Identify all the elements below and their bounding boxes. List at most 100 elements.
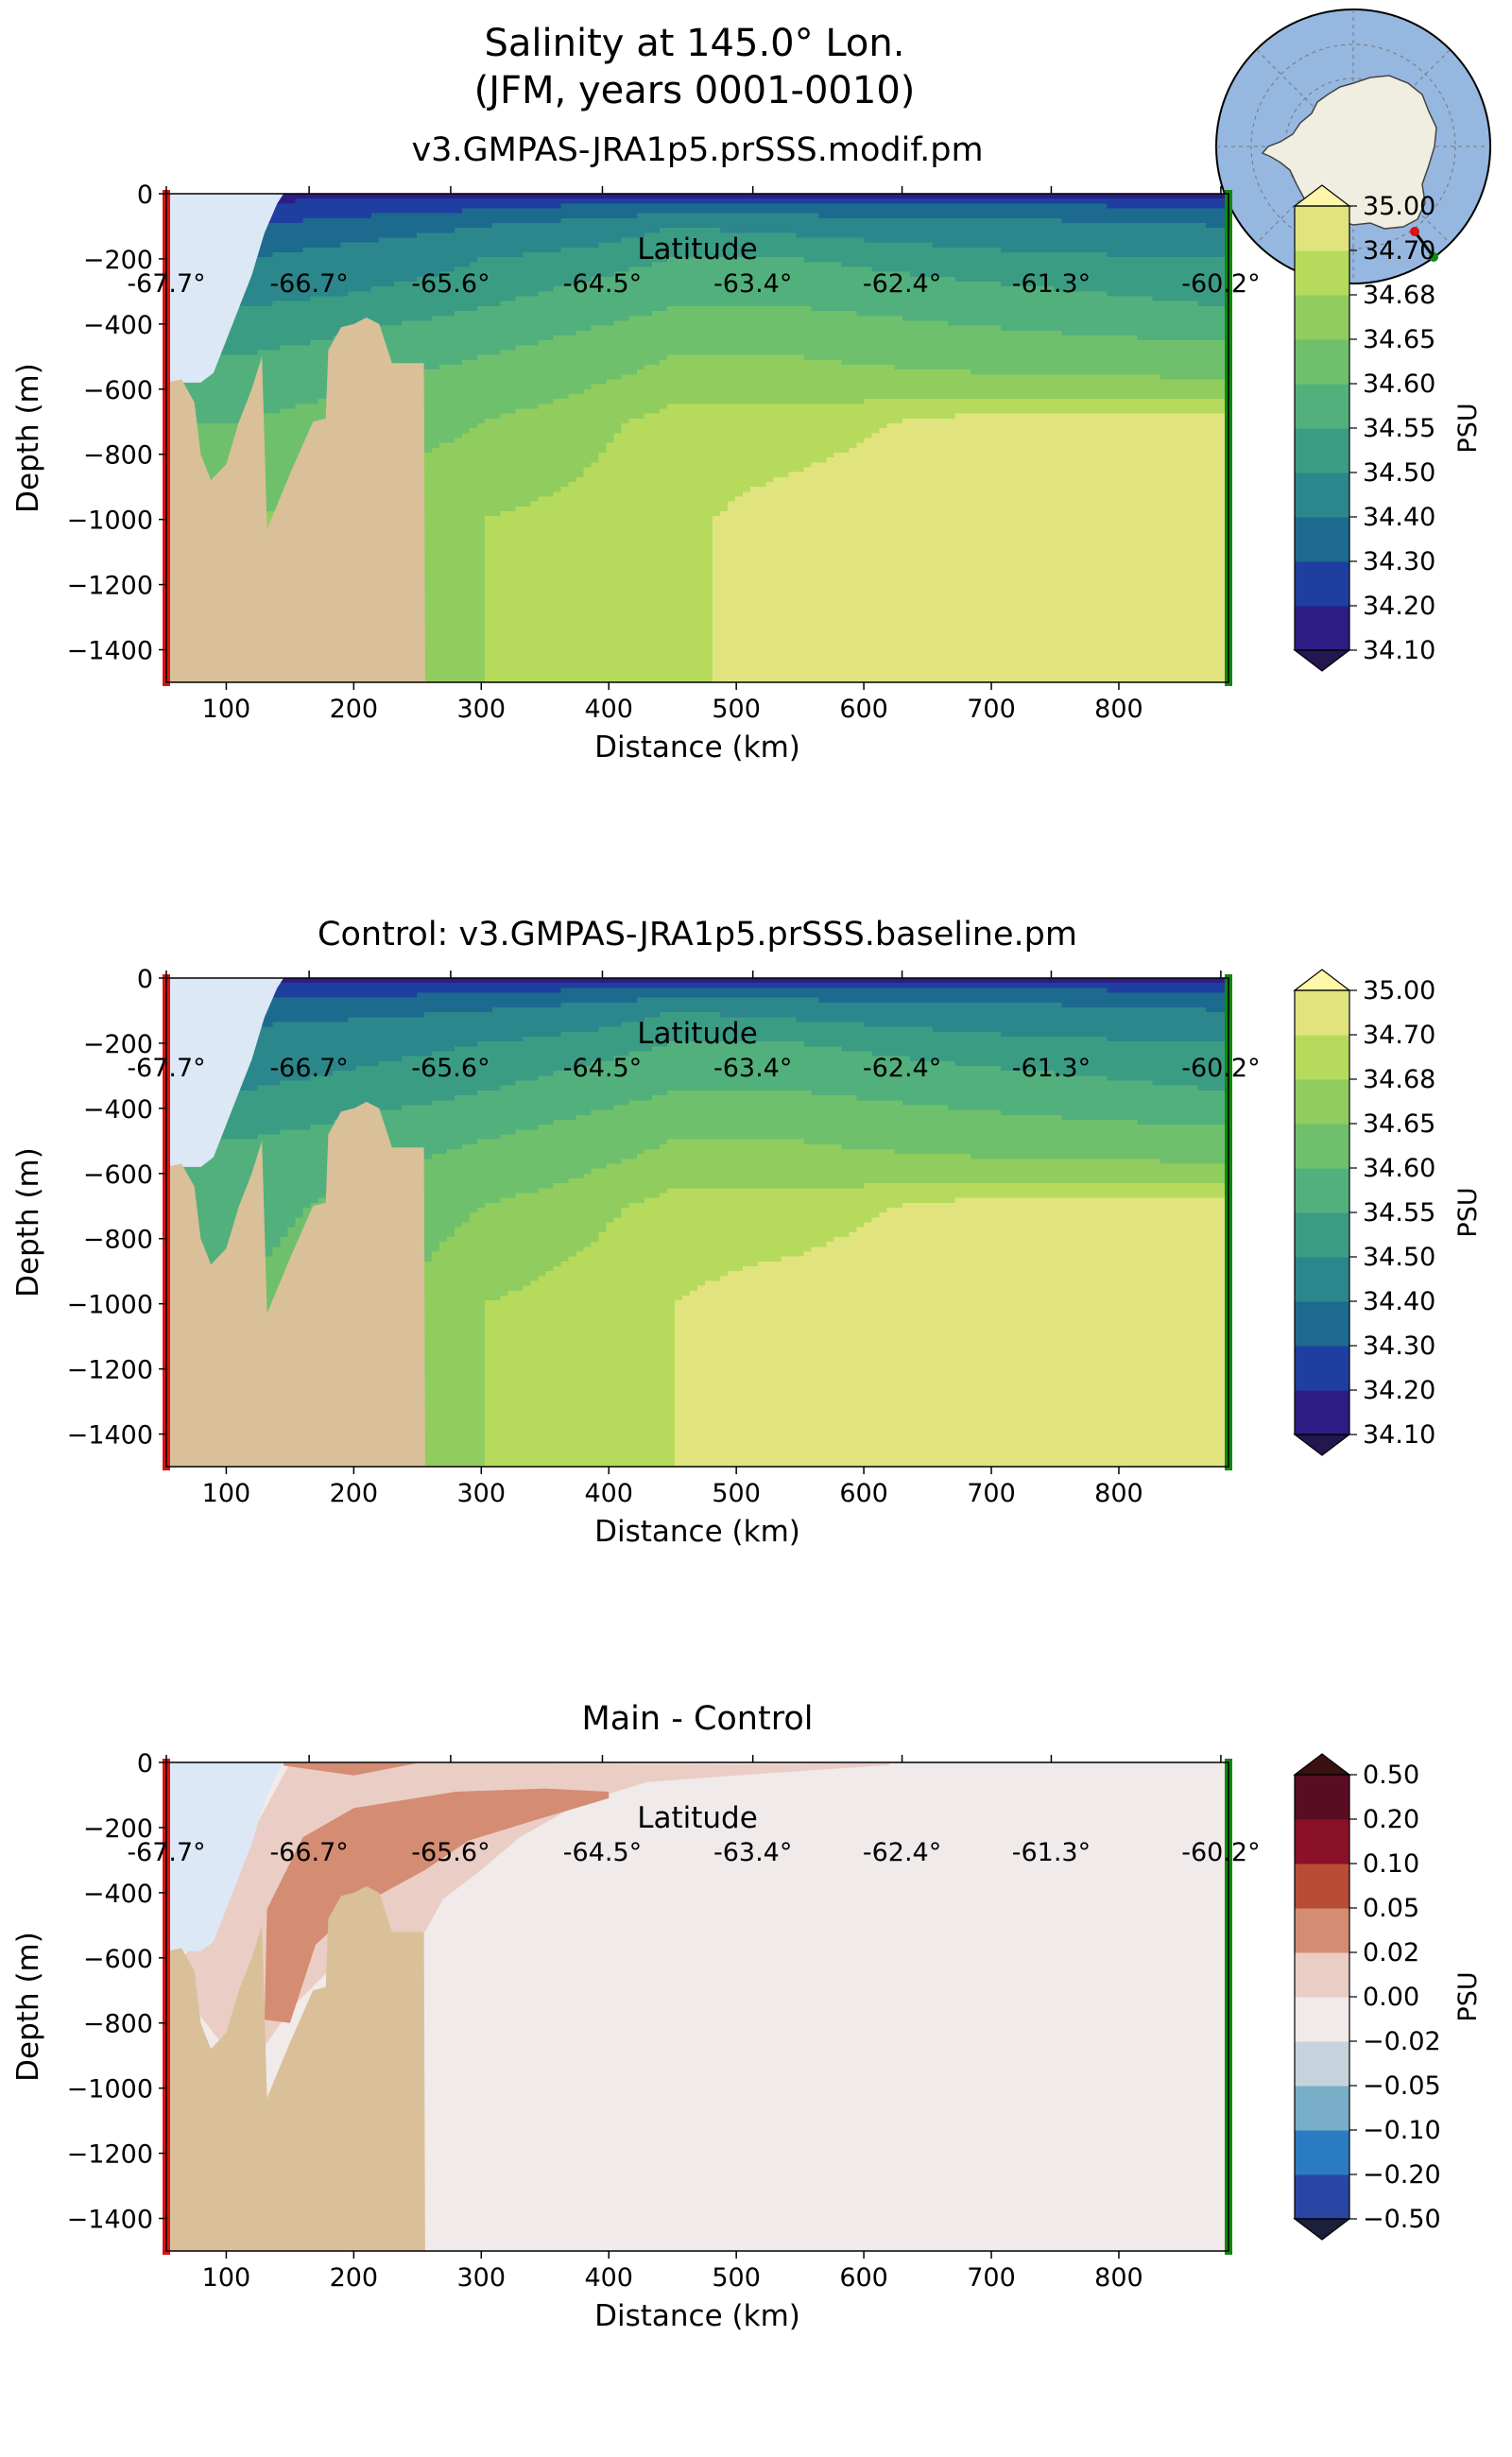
salinity-cell: [500, 564, 508, 571]
salinity-cell: [386, 296, 395, 302]
salinity-cell: [355, 203, 365, 210]
salinity-cell: [439, 575, 448, 581]
salinity-cell: [530, 496, 539, 503]
salinity-cell: [515, 194, 524, 199]
salinity-cell: [340, 223, 350, 229]
salinity-cell: [462, 496, 471, 503]
salinity-cell: [470, 516, 478, 522]
salinity-cell: [408, 330, 418, 336]
salinity-cell: [318, 208, 327, 215]
salinity-cell: [492, 613, 501, 620]
salinity-cell: [507, 457, 516, 463]
salinity-cell: [485, 521, 493, 527]
salinity-cell: [234, 394, 243, 400]
salinity-cell: [348, 208, 357, 215]
salinity-cell: [439, 282, 448, 287]
salinity-cell: [462, 418, 471, 424]
salinity-cell: [485, 388, 493, 395]
salinity-cell: [470, 541, 478, 546]
salinity-cell: [507, 262, 516, 268]
salinity-cell: [500, 252, 508, 258]
salinity-cell: [523, 203, 531, 210]
salinity-cell: [523, 213, 531, 219]
salinity-cell: [477, 394, 486, 400]
salinity-cell: [265, 501, 273, 507]
salinity-cell: [386, 247, 395, 253]
salinity-cell: [523, 364, 531, 370]
salinity-cell: [485, 506, 493, 512]
salinity-cell: [424, 223, 433, 229]
salinity-cell: [492, 633, 501, 640]
salinity-cell: [462, 320, 471, 327]
salinity-cell: [424, 447, 433, 454]
salinity-cell: [280, 394, 288, 400]
salinity-cell: [265, 491, 273, 498]
salinity-cell: [485, 266, 493, 273]
salinity-cell: [439, 511, 448, 517]
salinity-cell: [242, 350, 250, 356]
salinity-cell: [432, 579, 440, 586]
salinity-cell: [530, 613, 539, 620]
salinity-cell: [242, 354, 250, 361]
salinity-cell: [378, 194, 387, 199]
salinity-cell: [249, 320, 258, 327]
salinity-cell: [295, 208, 304, 215]
salinity-cell: [416, 237, 425, 244]
salinity-cell: [439, 672, 448, 679]
salinity-cell: [401, 330, 410, 336]
salinity-cell: [325, 242, 335, 249]
salinity-cell: [492, 491, 501, 498]
salinity-cell: [538, 511, 546, 517]
salinity-cell: [507, 399, 516, 404]
salinity-cell: [424, 286, 433, 292]
salinity-cell: [408, 291, 418, 298]
salinity-cell: [515, 335, 524, 341]
salinity-cell: [432, 330, 440, 336]
salinity-cell: [455, 633, 463, 640]
salinity-cell: [302, 340, 312, 346]
salinity-cell: [500, 228, 508, 233]
salinity-cell: [523, 374, 531, 381]
salinity-cell: [287, 399, 297, 404]
salinity-cell: [424, 282, 433, 287]
salinity-cell: [249, 330, 258, 336]
salinity-cell: [227, 404, 235, 410]
salinity-cell: [386, 311, 395, 317]
salinity-cell: [424, 399, 433, 404]
salinity-cell: [325, 217, 335, 224]
salinity-cell: [477, 305, 486, 312]
salinity-cell: [515, 613, 524, 620]
salinity-cell: [219, 394, 228, 400]
salinity-cell: [470, 457, 478, 463]
salinity-cell: [485, 653, 493, 659]
salinity-cell: [462, 550, 471, 557]
salinity-cell: [462, 325, 471, 332]
salinity-cell: [424, 247, 433, 253]
salinity-cell: [363, 296, 372, 302]
salinity-cell: [447, 677, 455, 682]
salinity-cell: [447, 447, 455, 454]
salinity-cell: [538, 296, 546, 302]
salinity-cell: [363, 291, 372, 298]
salinity-cell: [462, 579, 471, 586]
salinity-cell: [439, 564, 448, 571]
salinity-cell: [265, 320, 273, 327]
salinity-cell: [462, 194, 471, 199]
salinity-cell: [515, 447, 524, 454]
salinity-cell: [455, 599, 463, 605]
salinity-cell: [455, 624, 463, 629]
salinity-cell: [470, 442, 478, 449]
salinity-cell: [340, 242, 350, 249]
salinity-cell: [477, 311, 486, 317]
salinity-cell: [227, 354, 235, 361]
salinity-cell: [485, 658, 493, 663]
salinity-cell: [416, 208, 425, 215]
salinity-cell: [432, 394, 440, 400]
salinity-cell: [325, 286, 335, 292]
salinity-cell: [424, 545, 433, 551]
salinity-cell: [424, 589, 433, 595]
salinity-cell: [500, 467, 508, 473]
salinity-cell: [439, 418, 448, 424]
salinity-cell: [500, 638, 508, 644]
salinity-cell: [280, 237, 288, 244]
